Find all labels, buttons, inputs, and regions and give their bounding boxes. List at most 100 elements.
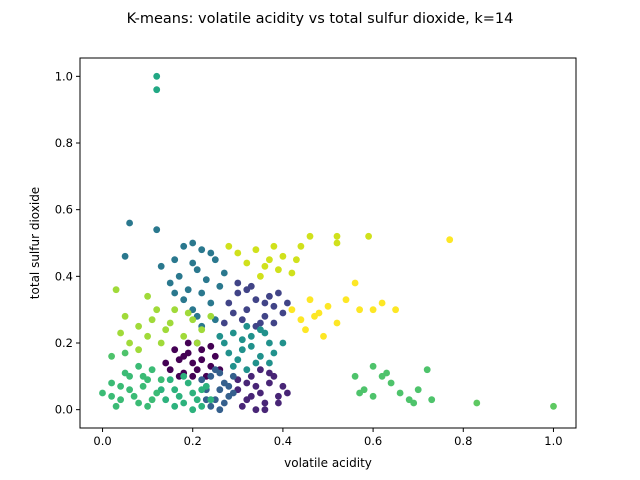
point-cluster-11-4 [166, 319, 174, 327]
point-cluster-11-15 [135, 346, 143, 354]
point-cluster-3-15 [229, 389, 237, 397]
point-cluster-2-15 [234, 279, 242, 287]
point-cluster-8-9 [148, 366, 156, 374]
point-cluster-8-2 [117, 396, 124, 404]
point-cluster-12-1 [234, 249, 242, 257]
point-cluster-12-11 [333, 239, 341, 247]
point-cluster-1-6 [275, 392, 282, 400]
point-cluster-12-14 [266, 256, 273, 264]
point-cluster-12-5 [270, 242, 278, 250]
point-cluster-2-11 [229, 309, 237, 317]
point-cluster-4-5 [189, 239, 197, 247]
point-cluster-12-8 [297, 242, 305, 250]
y-tick-label: 0.0 [55, 403, 73, 417]
point-cluster-0-16 [198, 356, 206, 364]
point-cluster-8-10 [112, 402, 120, 410]
point-cluster-7-2 [180, 399, 188, 407]
point-cluster-9-11 [369, 392, 377, 400]
x-tick-label: 1.0 [544, 434, 562, 448]
point-cluster-8-12 [135, 362, 143, 370]
point-cluster-11-0 [112, 286, 120, 294]
point-cluster-0-11 [184, 339, 192, 347]
point-cluster-8-8 [139, 382, 147, 390]
point-cluster-8-3 [126, 386, 133, 394]
point-cluster-12-4 [261, 262, 269, 270]
point-cluster-1-11 [243, 379, 251, 387]
point-cluster-12-15 [275, 266, 282, 274]
point-cluster-3-4 [207, 402, 215, 410]
point-cluster-12-7 [288, 269, 296, 277]
point-cluster-8-17 [108, 392, 115, 400]
point-cluster-1-7 [252, 382, 260, 390]
point-cluster-8-19 [139, 372, 147, 380]
point-cluster-2-12 [279, 309, 287, 317]
point-cluster-7-7 [184, 379, 192, 387]
y-tick-label: 0.4 [55, 269, 73, 283]
point-cluster-13-0 [288, 306, 296, 314]
point-cluster-1-15 [266, 369, 273, 377]
point-cluster-5-2 [238, 346, 246, 354]
point-cluster-4-20 [216, 282, 224, 290]
point-cluster-4-11 [175, 272, 183, 280]
point-cluster-13-8 [356, 306, 363, 314]
point-cluster-11-8 [207, 312, 215, 320]
point-cluster-9-15 [356, 389, 363, 397]
point-cluster-11-16 [162, 326, 170, 334]
point-cluster-13-13 [302, 326, 309, 334]
point-cluster-13-15 [320, 332, 327, 340]
point-cluster-1-2 [257, 389, 264, 397]
point-cluster-10-1 [550, 402, 557, 410]
point-cluster-4-6 [198, 246, 206, 254]
point-cluster-1-12 [279, 382, 287, 390]
point-cluster-5-12 [238, 336, 246, 344]
x-tick-label: 0.8 [454, 434, 472, 448]
point-cluster-4-3 [157, 262, 165, 270]
point-cluster-13-4 [324, 302, 332, 310]
point-cluster-1-17 [275, 399, 282, 407]
point-cluster-8-0 [99, 389, 106, 397]
x-axis: 0.0 0.2 0.4 0.6 0.8 1.0 [93, 428, 563, 448]
point-cluster-11-5 [180, 332, 188, 340]
point-cluster-12-9 [306, 232, 314, 240]
point-cluster-7-5 [166, 376, 174, 384]
point-cluster-0-8 [211, 352, 219, 360]
point-cluster-0-14 [189, 372, 197, 380]
point-cluster-11-6 [189, 316, 197, 324]
point-cluster-5-17 [266, 359, 273, 367]
point-cluster-2-16 [270, 319, 278, 327]
point-cluster-7-11 [180, 372, 188, 380]
point-cluster-3-9 [211, 366, 219, 374]
point-cluster-5-4 [257, 352, 264, 360]
point-cluster-11-10 [135, 322, 143, 330]
point-cluster-1-10 [257, 366, 264, 374]
point-cluster-5-18 [279, 339, 287, 347]
point-cluster-4-14 [202, 276, 210, 284]
point-cluster-5-10 [225, 349, 233, 357]
point-cluster-7-0 [162, 396, 170, 404]
point-cluster-7-3 [189, 389, 197, 397]
point-cluster-11-18 [193, 339, 201, 347]
point-cluster-13-10 [378, 299, 386, 307]
point-cluster-8-14 [126, 372, 133, 380]
point-cluster-3-13 [207, 372, 215, 380]
point-cluster-11-2 [144, 292, 152, 300]
point-cluster-2-1 [234, 289, 242, 297]
point-cluster-12-10 [333, 232, 341, 240]
point-cluster-11-3 [153, 306, 161, 314]
point-cluster-13-9 [369, 306, 377, 314]
point-cluster-3-7 [216, 386, 224, 394]
point-cluster-2-19 [284, 299, 291, 307]
point-cluster-4-12 [184, 286, 192, 294]
point-cluster-8-16 [157, 376, 165, 384]
point-cluster-7-8 [193, 396, 201, 404]
point-cluster-6-1 [153, 86, 161, 94]
point-cluster-9-5 [396, 389, 404, 397]
point-cluster-11-14 [117, 329, 124, 337]
point-cluster-8-1 [108, 379, 115, 387]
point-cluster-11-17 [184, 309, 192, 317]
point-cluster-12-2 [243, 259, 251, 267]
point-cluster-4-22 [171, 289, 179, 297]
point-cluster-11-11 [144, 332, 152, 340]
point-cluster-7-15 [207, 396, 215, 404]
